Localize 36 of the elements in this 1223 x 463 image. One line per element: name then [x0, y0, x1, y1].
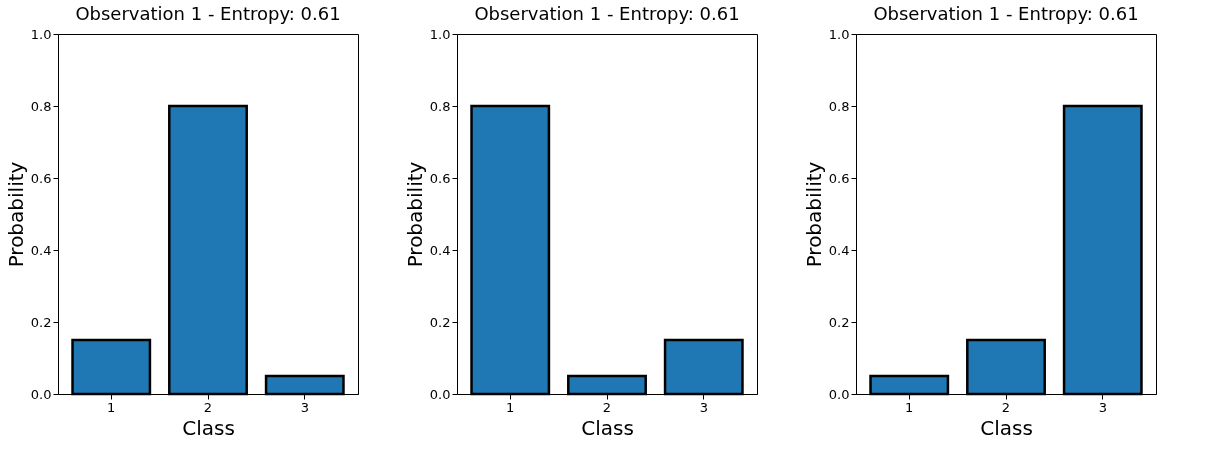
- x-axis-title: Class: [182, 415, 235, 440]
- x-tick-label: 1: [107, 399, 116, 415]
- y-tick-label: 0.6: [828, 170, 850, 186]
- x-tick-label: 2: [203, 399, 213, 415]
- y-tick-label: 0.0: [828, 386, 850, 402]
- y-tick-label: 0.4: [429, 242, 451, 258]
- x-tick-label: 1: [905, 399, 914, 415]
- y-tick-label: 0.0: [429, 386, 451, 402]
- y-tick-label: 0.2: [30, 314, 52, 330]
- x-tick-label: 3: [1098, 399, 1107, 415]
- x-tick-label: 2: [1001, 399, 1011, 415]
- y-tick-label: 0.2: [828, 314, 850, 330]
- x-tick-label: 2: [602, 399, 612, 415]
- y-tick-label: 0.6: [30, 170, 52, 186]
- y-axis-title: Probability: [402, 161, 427, 268]
- x-tick-label: 1: [506, 399, 515, 415]
- y-tick-label: 1.0: [429, 26, 451, 42]
- y-tick-label: 0.8: [828, 98, 850, 114]
- chart-title: Observation 1 - Entropy: 0.61: [474, 3, 740, 24]
- y-axis-title: Probability: [801, 161, 826, 268]
- y-tick-label: 0.6: [429, 170, 451, 186]
- x-axis-title: Class: [980, 415, 1033, 440]
- y-tick-label: 0.0: [30, 386, 52, 402]
- chart-title: Observation 1 - Entropy: 0.61: [873, 3, 1139, 24]
- y-tick-label: 0.4: [828, 242, 850, 258]
- x-tick-label: 3: [300, 399, 309, 415]
- y-tick-label: 1.0: [828, 26, 850, 42]
- y-tick-label: 1.0: [30, 26, 52, 42]
- x-tick-label: 3: [699, 399, 708, 415]
- x-axis-title: Class: [581, 415, 634, 440]
- y-axis-title: Probability: [3, 161, 28, 268]
- y-tick-label: 0.4: [30, 242, 52, 258]
- chart-title: Observation 1 - Entropy: 0.61: [75, 3, 341, 24]
- y-tick-label: 0.8: [429, 98, 451, 114]
- y-tick-label: 0.2: [429, 314, 451, 330]
- y-tick-label: 0.8: [30, 98, 52, 114]
